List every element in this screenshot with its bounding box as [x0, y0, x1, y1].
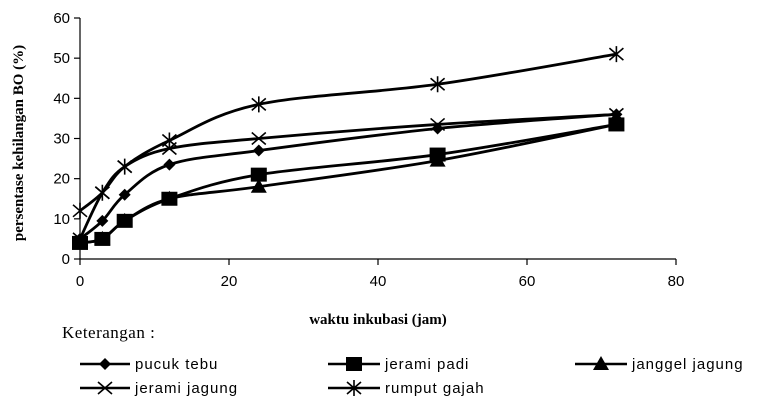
y-axis-label: persentase kehilangan BO (%)	[11, 45, 27, 241]
data-point-triangle	[608, 116, 625, 131]
data-point-x	[251, 131, 267, 146]
series-line-4	[78, 113, 617, 240]
data-point-star	[117, 158, 133, 175]
y-tick-label: 20	[53, 171, 70, 188]
legend-marker-diamond	[99, 358, 111, 370]
data-point-diamond	[96, 214, 109, 227]
data-point-star	[430, 76, 446, 93]
legend-label: pucuk tebu	[135, 356, 218, 373]
x-tick-label: 20	[221, 273, 238, 290]
legend-marker-star	[346, 380, 362, 396]
series-line-3	[79, 123, 617, 245]
data-point-star	[72, 202, 88, 219]
data-point-x	[430, 117, 446, 132]
x-axis-label: waktu inkubasi (jam)	[309, 312, 447, 328]
legend-label: rumput gajah	[385, 380, 485, 397]
series-line-1	[79, 113, 617, 241]
y-tick-label: 40	[53, 90, 70, 107]
legend-item: jerami jagung	[80, 380, 238, 397]
legend-label: jerami padi	[384, 356, 469, 373]
data-point-diamond	[431, 122, 444, 135]
data-point-star	[608, 46, 624, 63]
x-tick-label: 80	[668, 273, 685, 290]
legend-item: jerami padi	[328, 356, 469, 373]
y-tick-label: 50	[53, 50, 70, 67]
data-point-triangle	[116, 212, 133, 227]
y-tick-label: 0	[62, 251, 70, 268]
legend-item: pucuk tebu	[80, 356, 218, 373]
data-point-star	[94, 184, 110, 201]
legend-marker-square	[346, 357, 362, 371]
legend-marker-triangle	[593, 356, 609, 370]
data-point-x	[608, 107, 624, 122]
y-tick-label: 30	[53, 131, 70, 148]
data-point-x	[72, 232, 88, 246]
y-tick-label: 60	[53, 10, 70, 27]
data-point-triangle	[72, 234, 88, 249]
chart-axes: 0 10 20 30 40 50 60 0 20 40 60 80	[53, 10, 684, 290]
data-point-square	[250, 167, 267, 182]
data-point-triangle	[94, 230, 111, 245]
chart-lines	[78, 52, 617, 245]
data-point-diamond	[252, 144, 265, 157]
data-point-triangle	[161, 190, 178, 205]
legend-label: janggel jagung	[631, 356, 744, 373]
data-point-star	[251, 96, 267, 113]
data-point-diamond	[118, 188, 131, 201]
data-point-star	[161, 132, 177, 149]
x-tick-label: 40	[370, 273, 387, 290]
data-point-diamond	[163, 158, 176, 171]
legend-title: Keterangan :	[62, 323, 155, 342]
legend-item: rumput gajah	[328, 380, 485, 397]
legend: pucuk tebu jerami padi janggel jagung jeram…	[80, 356, 744, 397]
data-point-triangle	[429, 152, 446, 167]
chart-markers	[72, 46, 625, 250]
legend-item: janggel jagung	[575, 356, 744, 373]
x-tick-label: 0	[76, 273, 84, 290]
series-line-5	[79, 52, 617, 212]
legend-marker-x	[97, 381, 113, 395]
y-tick-label: 10	[53, 211, 70, 228]
x-tick-label: 60	[519, 273, 536, 290]
data-point-triangle	[250, 178, 267, 193]
legend-label: jerami jagung	[134, 380, 238, 397]
